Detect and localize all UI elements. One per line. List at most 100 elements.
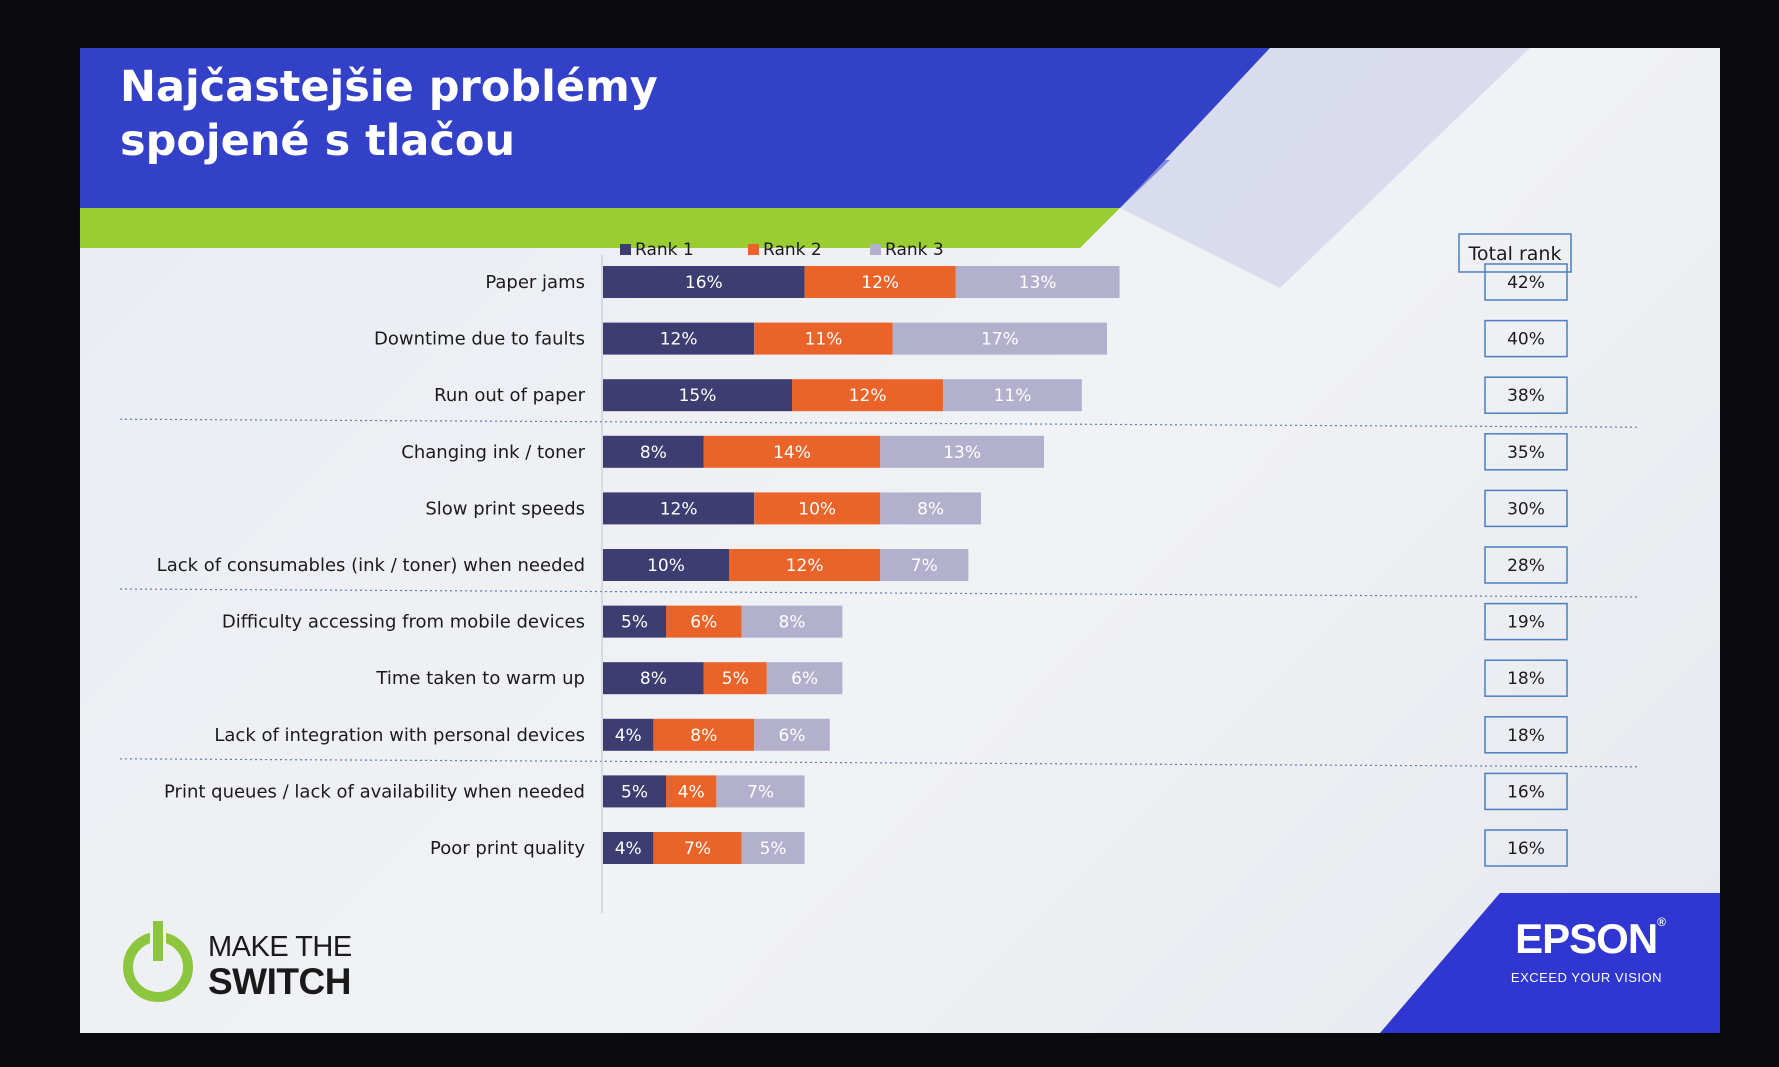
- data-label-rank-2: 11%: [805, 330, 843, 350]
- legend-swatch-rank-2: [748, 244, 759, 255]
- data-label-rank-3: 6%: [791, 669, 818, 689]
- brand-registered-mark: ®: [1657, 915, 1666, 929]
- bar-segment-rank-2: [666, 605, 742, 638]
- brand-tagline: EXCEED YOUR VISION: [1510, 970, 1662, 985]
- data-label-rank-1: 4%: [615, 726, 642, 746]
- bar-segment-rank-1: [603, 549, 729, 581]
- data-label-rank-1: 15%: [679, 386, 717, 406]
- total-rank-box: [1484, 376, 1568, 414]
- category-label: Print queues / lack of availability when…: [164, 781, 585, 802]
- title-line-1: Najčastejšie problémy: [120, 62, 658, 112]
- total-rank-value: 18%: [1507, 669, 1545, 689]
- bar-segment-rank-3: [880, 435, 1044, 468]
- category-label: Downtime due to faults: [374, 329, 585, 350]
- category-label: Lack of consumables (ink / toner) when n…: [157, 555, 585, 576]
- bar-segment-rank-1: [603, 605, 666, 638]
- chart-row: Lack of consumables (ink / toner) when n…: [157, 549, 969, 581]
- chart-row: Poor print quality 4% 7% 5%: [430, 832, 805, 864]
- data-label-rank-3: 17%: [981, 330, 1019, 350]
- brand-corner: [1380, 893, 1720, 1033]
- chart-row: Lack of integration with personal device…: [214, 718, 830, 751]
- logo-text-line-2: SWITCH: [208, 961, 351, 1002]
- data-label-rank-1: 10%: [647, 556, 685, 576]
- bar-segment-rank-1: [603, 775, 666, 808]
- data-label-rank-2: 12%: [861, 273, 899, 293]
- title-banner: [80, 48, 1530, 288]
- data-label-rank-3: 13%: [1019, 273, 1057, 293]
- data-label-rank-1: 8%: [640, 669, 667, 689]
- bar-segment-rank-2: [653, 832, 742, 864]
- total-rank-value: 40%: [1507, 330, 1545, 350]
- data-label-rank-3: 8%: [917, 499, 944, 519]
- category-label: Lack of integration with personal device…: [214, 725, 585, 746]
- total-rank-value: 18%: [1507, 726, 1545, 746]
- chart-row: Time taken to warm up 8% 5% 6%: [375, 662, 843, 695]
- bar-segment-rank-2: [703, 435, 881, 468]
- group-dividers: [119, 418, 1641, 768]
- bar-segment-rank-2: [653, 718, 755, 751]
- data-label-rank-2: 6%: [690, 613, 717, 633]
- category-label: Poor print quality: [430, 838, 585, 859]
- bar-segment-rank-3: [943, 379, 1082, 412]
- data-label-rank-3: 7%: [911, 556, 938, 576]
- group-divider-line: [119, 588, 1641, 598]
- data-label-rank-2: 14%: [773, 443, 811, 463]
- total-rank-box: [1484, 829, 1568, 867]
- green-stripe: [80, 208, 1120, 248]
- data-label-rank-1: 8%: [640, 443, 667, 463]
- category-label: Paper jams: [485, 272, 585, 293]
- legend-label-rank-3: Rank 3: [885, 240, 944, 260]
- data-label-rank-1: 5%: [621, 782, 648, 802]
- data-label-rank-2: 10%: [798, 499, 836, 519]
- data-label-rank-2: 4%: [678, 782, 705, 802]
- total-rank-box: [1484, 659, 1568, 697]
- group-divider-line: [119, 418, 1641, 428]
- total-rank-value: 19%: [1507, 613, 1545, 633]
- logo-text-line-1: MAKE THE: [208, 931, 352, 963]
- brand-name: EPSON: [1515, 915, 1658, 962]
- total-rank-box: [1484, 263, 1568, 301]
- chart-row: Print queues / lack of availability when…: [164, 775, 805, 808]
- data-label-rank-3: 5%: [760, 839, 787, 859]
- total-rank-value: 42%: [1507, 273, 1545, 293]
- data-label-rank-3: 8%: [779, 613, 806, 633]
- data-label-rank-2: 12%: [849, 386, 887, 406]
- bar-segment-rank-2: [754, 322, 893, 355]
- data-label-rank-2: 7%: [684, 839, 711, 859]
- chart-rows: Paper jams 16% 12% 13% Downtime due to fault…: [157, 266, 1120, 864]
- data-label-rank-1: 5%: [621, 613, 648, 633]
- category-label: Difficulty accessing from mobile devices: [222, 612, 585, 633]
- bar-segment-rank-3: [741, 605, 843, 638]
- legend: Rank 1 Rank 2 Rank 3: [620, 240, 944, 260]
- data-label-rank-1: 4%: [615, 839, 642, 859]
- data-label-rank-1: 16%: [685, 273, 723, 293]
- data-label-rank-3: 13%: [943, 443, 981, 463]
- category-label: Run out of paper: [434, 385, 585, 406]
- chart-row: Run out of paper 15% 12% 11%: [434, 379, 1082, 412]
- slide-title: Najčastejšie problémy spojené s tlačou: [120, 60, 658, 168]
- bar-segment-rank-3: [766, 662, 843, 695]
- bar-segment-rank-2: [754, 492, 881, 525]
- category-label: Slow print speeds: [425, 498, 585, 519]
- bar-segment-rank-3: [754, 718, 830, 751]
- total-rank-box: [1484, 489, 1568, 528]
- total-rank-box: [1484, 772, 1568, 811]
- data-label-rank-1: 12%: [660, 330, 698, 350]
- bar-segment-rank-1: [603, 718, 654, 751]
- bar-segment-rank-3: [741, 832, 805, 864]
- bar-segment-rank-1: [603, 662, 704, 695]
- bar-segment-rank-3: [880, 549, 969, 581]
- total-rank-value: 30%: [1507, 499, 1545, 519]
- data-label-rank-2: 5%: [722, 669, 749, 689]
- slide: Najčastejšie problémy spojené s tlačou R…: [80, 48, 1720, 1033]
- total-rank-value: 28%: [1507, 556, 1545, 576]
- epson-logo: EPSON®: [1515, 915, 1666, 963]
- total-rank-box: [1484, 319, 1568, 358]
- chart-row: Changing ink / toner 8% 14% 13%: [401, 435, 1044, 468]
- total-rank-value: 16%: [1507, 782, 1545, 802]
- data-label-rank-1: 12%: [660, 499, 698, 519]
- chart-row: Downtime due to faults 12% 11% 17%: [374, 322, 1107, 355]
- total-rank-box: [1484, 602, 1568, 641]
- total-rank-box: [1484, 433, 1568, 471]
- bar-segment-rank-3: [892, 322, 1107, 355]
